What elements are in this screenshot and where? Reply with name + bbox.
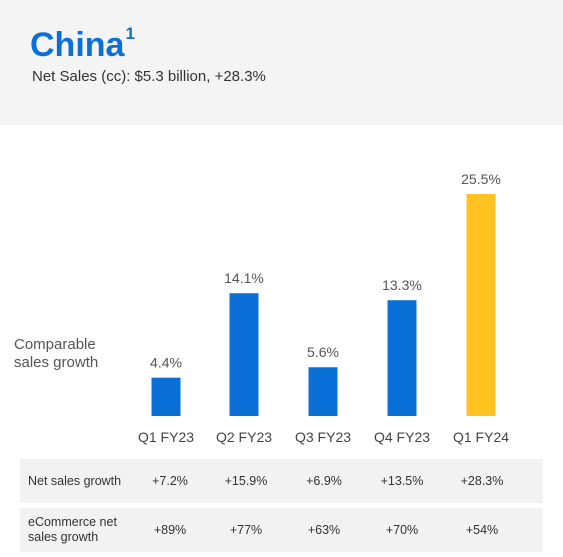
data-label: 4.4% [150, 355, 182, 371]
data-label: 5.6% [307, 344, 339, 360]
row-label: Net sales growth [28, 473, 122, 488]
data-label: 14.1% [224, 270, 264, 286]
y-axis-label: Comparable sales growth [14, 336, 99, 371]
bar-q4-fy23 [387, 300, 417, 416]
table-row-ecommerce-growth: eCommerce net sales growth +89% +77% +63… [20, 508, 543, 552]
data-label: 25.5% [461, 171, 501, 187]
table-cell: +54% [465, 523, 499, 537]
x-tick-label: Q1 FY24 [453, 429, 509, 445]
data-label: 13.3% [382, 277, 422, 293]
table-cell: +15.9% [224, 474, 268, 488]
table-cell: +77% [229, 523, 263, 537]
bar-q1-fy23 [151, 377, 181, 416]
x-tick-label: Q4 FY23 [374, 429, 430, 445]
page-subtitle: Net Sales (cc): $5.3 billion, +28.3% [32, 68, 266, 85]
page-title: China1 [30, 25, 135, 64]
x-tick-label: Q1 FY23 [138, 429, 194, 445]
x-tick-label: Q3 FY23 [295, 429, 351, 445]
table-cell: +70% [385, 523, 419, 537]
table-cell: +28.3% [460, 474, 504, 488]
bar-q2-fy23 [229, 293, 259, 416]
header-panel: China1 Net Sales (cc): $5.3 billion, +28… [0, 0, 563, 125]
table-cell: +7.2% [152, 474, 188, 488]
bar-q3-fy23 [308, 367, 338, 416]
title-footnote: 1 [125, 24, 135, 43]
table-cell: +6.9% [306, 474, 342, 488]
table-cell: +13.5% [380, 474, 424, 488]
bar-q1-fy24 [466, 194, 496, 416]
title-text: China [30, 26, 125, 64]
table-cell: +63% [307, 523, 341, 537]
table-cell: +89% [153, 523, 187, 537]
x-tick-label: Q2 FY23 [216, 429, 272, 445]
row-label: eCommerce net sales growth [28, 515, 117, 544]
table-row-net-sales-growth: Net sales growth +7.2% +15.9% +6.9% +13.… [20, 459, 543, 503]
bar-chart: 4.4% Q1 FY23 14.1% Q2 FY23 5.6% Q3 FY23 13.3% Q… [138, 171, 509, 445]
